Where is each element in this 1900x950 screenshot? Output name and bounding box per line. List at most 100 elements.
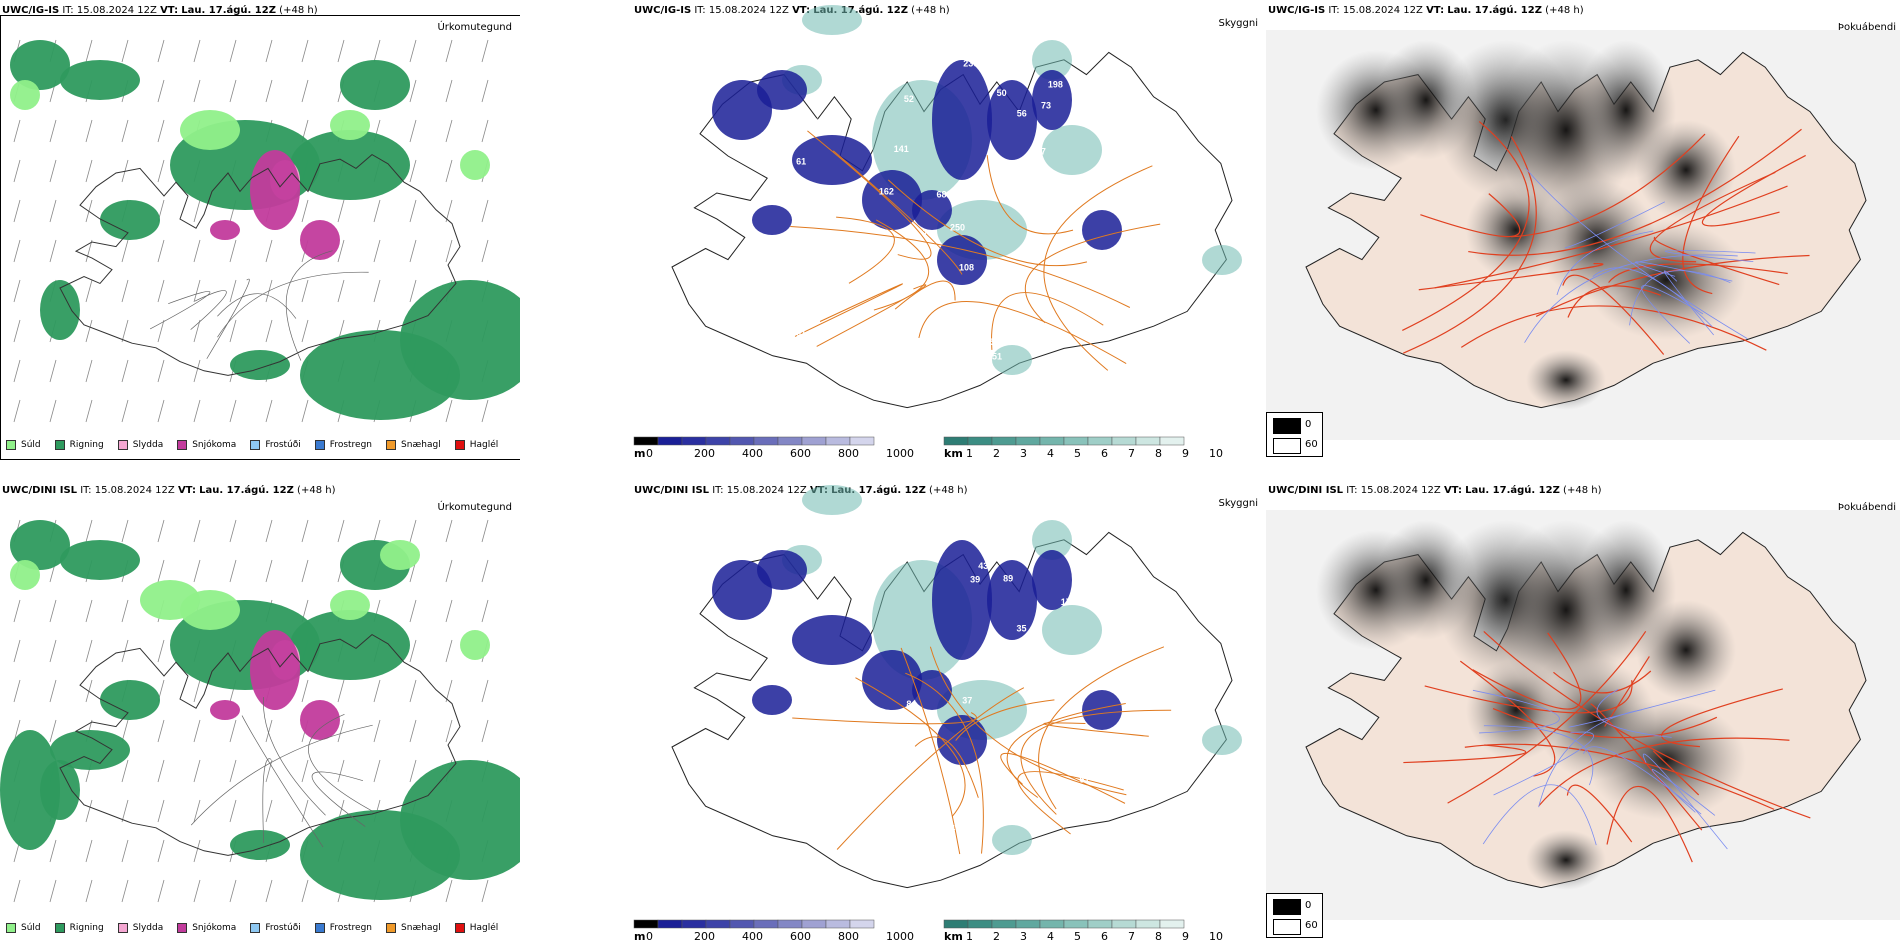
- cloudbase-value: 250: [950, 222, 965, 232]
- precip-area: [460, 630, 490, 660]
- visibility-tick: 8: [1155, 930, 1162, 943]
- road: [1562, 274, 1665, 355]
- wind-barb: [157, 799, 165, 823]
- cloudbase-value: 184: [832, 360, 847, 370]
- vt-label: VT:: [177, 485, 196, 496]
- cloudbase-value: 40: [976, 537, 986, 547]
- cloudbase-unit: m: [634, 447, 646, 460]
- legend-label: Snæhagl: [401, 440, 441, 450]
- road: [900, 647, 961, 855]
- wind-barb: [121, 719, 129, 743]
- wind-barb: [121, 879, 129, 903]
- wind-barb: [409, 119, 417, 143]
- cloudbase-value: 162: [879, 187, 894, 197]
- road: [1460, 305, 1767, 351]
- it-value: 15.08.2024 12Z: [94, 485, 175, 496]
- road: [955, 699, 1055, 741]
- visibility-color-step: [943, 436, 969, 446]
- legend-swatch: [54, 440, 65, 450]
- cloudbase-value: 52: [904, 94, 914, 104]
- wind-barb: [13, 639, 21, 663]
- cloudbase-value: 55: [823, 726, 833, 736]
- wind-barb: [481, 239, 489, 263]
- wind-barb: [445, 119, 453, 143]
- road: [1567, 285, 1662, 318]
- fog-area: [1636, 600, 1736, 700]
- wind-barb: [85, 599, 93, 623]
- fog-key-swatch: [1273, 899, 1301, 915]
- cloudbase-tick: 800: [838, 930, 859, 943]
- wind-barb: [481, 399, 489, 423]
- legend-item: Rigning: [54, 440, 104, 450]
- cloudbase-value: 43: [1012, 534, 1022, 544]
- iceland-coastline: [59, 153, 461, 376]
- cloudbase-color-step: [633, 919, 659, 929]
- road: [1682, 135, 1740, 295]
- road: [1590, 703, 1703, 831]
- legend-label: Haglél: [469, 923, 499, 933]
- wind-barb: [157, 119, 165, 143]
- wind-barb: [121, 119, 129, 143]
- colorbars: m 0 200 400 600 800 1000 km 1 2 3 4 5 6 7 8 9 10: [632, 918, 1266, 948]
- fog-key-swatch: [1273, 919, 1301, 935]
- road: [1434, 185, 1788, 289]
- legend-item: Snæhagl: [386, 440, 441, 450]
- fog-key-label: 0: [1305, 419, 1312, 430]
- legend-label: Frostúði: [265, 440, 301, 450]
- road: [905, 672, 984, 855]
- road: [241, 715, 324, 848]
- precip-area: [60, 60, 140, 100]
- wind-barb: [85, 39, 93, 63]
- visibility-tick: 5: [1074, 447, 1081, 460]
- wind-barb: [409, 519, 417, 543]
- precip-area: [380, 540, 420, 570]
- cloudbase-color-step: [657, 919, 683, 929]
- cloudbase-value: 109: [856, 97, 871, 107]
- road: [1017, 771, 1124, 835]
- fog-area: [1526, 830, 1606, 890]
- wind-barb: [229, 79, 237, 103]
- legend-label: Súld: [21, 440, 41, 450]
- river: [1565, 201, 1666, 249]
- vt-value: Lau. 17.ágú. 12Z: [1465, 485, 1560, 496]
- wind-barb: [373, 199, 381, 223]
- wind-barb: [265, 879, 273, 903]
- wind-barb: [373, 759, 381, 783]
- river: [1629, 270, 1731, 326]
- lead-time: (+48 h): [297, 485, 336, 496]
- cloudbase-area: [792, 615, 872, 665]
- legend-label: Frostúði: [265, 923, 301, 933]
- visibility-area: [1202, 245, 1242, 275]
- cloudbase-area: [912, 670, 952, 710]
- road: [1403, 744, 1527, 764]
- wind-barb: [445, 519, 453, 543]
- cloudbase-value: 68: [1014, 670, 1024, 680]
- legend-item: Súld: [6, 923, 41, 933]
- visibility-tick: 4: [1047, 447, 1054, 460]
- cloudbase-area: [862, 650, 922, 710]
- precip-area: [10, 560, 40, 590]
- panel-header: UWC/IG-IS IT: 15.08.2024 12Z VT: Lau. 17…: [634, 5, 950, 16]
- road: [1661, 688, 1783, 748]
- cloudbase-color-step: [777, 436, 803, 446]
- river: [1642, 753, 1728, 850]
- precip-map: [0, 519, 520, 903]
- cloudbase-value: 96: [831, 104, 841, 114]
- visibility-area: [992, 825, 1032, 855]
- visibility-title: Skyggni: [1218, 498, 1258, 509]
- it-value: 15.08.2024 12Z: [726, 485, 807, 496]
- cloudbase-value: 61: [1079, 775, 1089, 785]
- wind-barb: [409, 79, 417, 103]
- legend-label: Súld: [21, 923, 41, 933]
- cloudbase-value: 45: [801, 319, 811, 329]
- precip-area: [300, 700, 340, 740]
- precip-area: [50, 730, 130, 770]
- cloudbase-value: 141: [984, 805, 999, 815]
- wind-barb: [121, 279, 129, 303]
- legend-item: Snæhagl: [386, 923, 441, 933]
- cloudbase-value: 87: [967, 763, 977, 773]
- wind-barb: [301, 79, 309, 103]
- cloudbase-value: 56: [908, 346, 918, 356]
- wind-barb: [157, 759, 165, 783]
- cloudbase-value: 57: [1006, 813, 1016, 823]
